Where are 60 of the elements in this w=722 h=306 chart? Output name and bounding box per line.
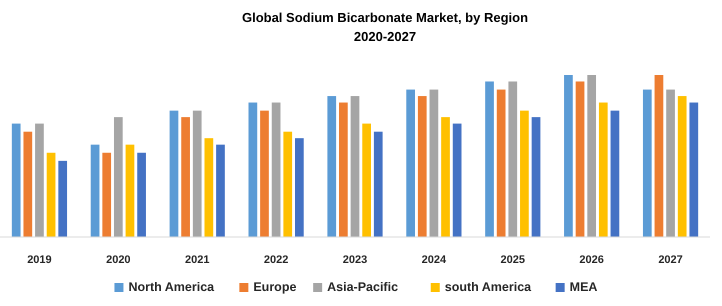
bar [654,75,664,237]
bar [46,152,56,237]
bar [374,132,383,237]
bar [587,75,596,237]
bar [362,124,371,237]
bar [192,110,202,237]
bar [430,90,438,237]
legend-label: MEA [570,280,598,294]
bar [114,117,123,237]
bar [12,124,21,237]
bar [283,132,292,237]
bar [90,144,100,237]
bar [126,144,134,237]
x-tick-label: 2019 [27,254,52,266]
legend-label: Asia-Pacific [327,280,398,294]
x-tick-label: 2024 [422,254,447,266]
bar [137,152,146,237]
bar [350,96,360,237]
x-tick-label: 2027 [658,254,683,266]
bar [642,90,652,237]
bar [181,117,190,237]
bar [508,81,518,237]
bar [485,81,494,237]
bar [678,96,687,237]
bar [576,81,584,237]
bar [441,117,450,237]
bar [102,152,112,237]
x-tick-label: 2021 [184,254,210,266]
x-tick-label: 2020 [106,254,131,266]
bar [610,110,620,237]
bar [689,102,698,237]
chart-title: Global Sodium Bicarbonate Market, by Region 2020-2027 [242,10,528,44]
bar [564,75,573,237]
bar [339,102,348,237]
bar [170,110,178,237]
x-tick-label: 2022 [264,254,288,266]
bar [58,160,68,237]
legend-label: North America [128,280,216,294]
x-tick-label: 2025 [500,254,526,266]
legend-label: Europe [253,280,296,294]
bar [272,102,280,237]
bar [260,110,269,237]
bar [216,144,225,237]
bar [406,90,415,237]
bar [666,90,675,237]
bar [248,102,258,237]
legend-label: south America [444,280,532,294]
bar [496,90,506,237]
bar [520,110,529,237]
x-tick-label: 2023 [342,254,368,266]
bar [35,124,44,237]
bar [23,132,32,237]
bar [295,138,304,237]
bar [598,102,608,237]
x-tick-label: 2026 [579,254,604,266]
bar [327,96,336,237]
bar [204,138,214,237]
bar [418,96,427,237]
bar [532,117,540,237]
bar [452,124,462,237]
